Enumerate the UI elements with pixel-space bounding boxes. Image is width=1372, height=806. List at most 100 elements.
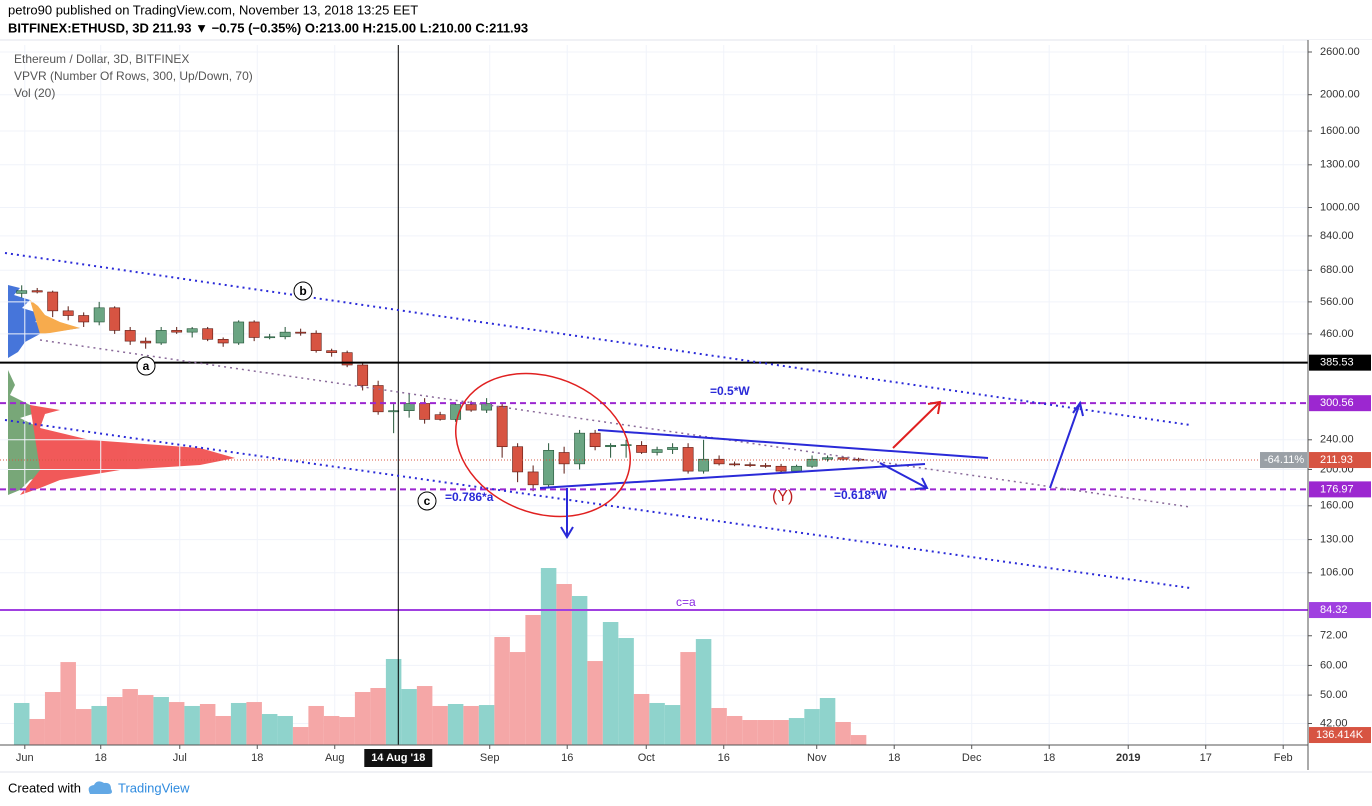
y-tick-label: 130.00: [1320, 533, 1354, 545]
volume-bar: [432, 705, 448, 745]
x-tick-label: 18: [888, 752, 900, 764]
candle-body: [341, 352, 353, 366]
candle-body: [109, 307, 121, 331]
annotation: c=a: [676, 595, 696, 609]
volume-bar: [385, 658, 402, 745]
published-line: petro90 published on TradingView.com, No…: [8, 2, 418, 17]
y-tick-label: 1000.00: [1320, 201, 1360, 213]
candle-body: [713, 458, 725, 465]
volume-bar: [556, 584, 572, 745]
y-tick-label: 60.00: [1320, 659, 1348, 671]
volume-bar: [292, 727, 309, 745]
volume-bar: [742, 720, 758, 745]
volume-bar: [168, 702, 185, 745]
plot-area: [0, 45, 1308, 745]
volume-bar: [633, 693, 650, 745]
y-tick-label: 1300.00: [1320, 159, 1360, 171]
volume-bar: [804, 709, 820, 745]
volume-label: 136.414K: [1316, 729, 1364, 741]
volume-bar: [463, 705, 479, 745]
level-label: 84.32: [1320, 604, 1348, 616]
annotation: (Y): [772, 488, 793, 505]
candle-body: [78, 315, 90, 323]
volume-bar: [277, 715, 293, 745]
y-tick-label: 106.00: [1320, 567, 1354, 579]
volume-bar: [75, 709, 92, 745]
x-tick-label: Aug: [325, 752, 345, 764]
wave-circle: [417, 491, 437, 511]
crosshair-label-bg: [364, 749, 433, 767]
candle-body: [558, 452, 570, 465]
level-label-bg: [1309, 354, 1371, 371]
volume-bar: [587, 661, 603, 745]
footer-text: Created with: [8, 780, 81, 795]
candle-body: [605, 445, 617, 448]
annotation: c: [424, 494, 431, 508]
volume-bar: [137, 695, 154, 745]
y-tick-label: 2000.00: [1320, 89, 1360, 101]
candle-body: [496, 405, 508, 448]
candle-body: [124, 330, 136, 342]
candle-body: [279, 331, 291, 338]
legend-entry: VPVR (Number Of Rows, 300, Up/Down, 70): [14, 69, 253, 83]
candle-body: [62, 310, 74, 316]
candle-body: [729, 463, 741, 466]
logo: [88, 781, 112, 794]
level-label: 211.93: [1320, 454, 1353, 466]
candle-body: [310, 332, 322, 351]
annotation: =0.786*a: [445, 490, 494, 504]
channel-mid: [39, 339, 1191, 508]
level-label-bg: [1309, 602, 1371, 619]
candle-body: [16, 290, 28, 294]
arrow-down-blue: [879, 462, 929, 490]
candle-body: [620, 444, 632, 446]
volume-label-bg: [1309, 727, 1371, 744]
candle-body: [760, 465, 771, 467]
annotations: b a c =0.5*W =0.618*W =0.786*a (Y) c=a: [143, 284, 888, 609]
level-label-bg: [1309, 452, 1371, 469]
volume-bar: [757, 720, 774, 745]
volume-bar: [540, 568, 557, 745]
candle-body: [806, 458, 818, 467]
candle-body: [93, 307, 105, 323]
legend-entry: Vol (20): [14, 86, 55, 100]
volume-bar: [819, 698, 836, 745]
x-tick-label: Feb: [1274, 752, 1293, 764]
legend-entry: Ethereum / Dollar, 3D, BITFINEX: [14, 52, 189, 66]
x-tick-label: 2019: [1116, 752, 1140, 764]
x-tick-label: 16: [561, 752, 573, 764]
candle-body: [512, 446, 524, 473]
volume-bar: [850, 735, 867, 745]
candle-body: [372, 385, 384, 413]
volume-bar: [91, 705, 107, 745]
candle-body: [295, 331, 307, 334]
candle-body: [155, 330, 167, 344]
volume-bar: [416, 686, 433, 745]
volume-bar: [153, 696, 169, 745]
channel-lower: [4, 419, 1191, 589]
volume-profile: [8, 285, 235, 495]
candle-body: [636, 445, 648, 453]
x-tick-label: Jun: [16, 752, 34, 764]
volume-bar: [261, 714, 278, 745]
x-tick-label: 18: [1043, 752, 1055, 764]
candle-body: [698, 458, 710, 472]
candle-body: [667, 447, 679, 450]
volume-bar: [478, 705, 495, 745]
annotation: b: [299, 284, 306, 298]
volume-bar: [680, 652, 696, 745]
volume-bar: [122, 689, 138, 745]
candle-body: [527, 471, 539, 486]
volume-bar: [230, 702, 247, 745]
candle-body: [31, 290, 43, 293]
quote-line: BITFINEX:ETHUSD, 3D 211.93 ▼ −0.75 (−0.3…: [8, 20, 528, 35]
volume-bar: [60, 662, 76, 745]
footer-brand[interactable]: TradingView: [118, 780, 190, 795]
axes: 2600.00 2000.00 1600.00 1300.00 1000.00 840.0…: [16, 46, 1371, 767]
x-tick-label: 18: [251, 752, 263, 764]
volume-bar: [525, 614, 541, 745]
arrow-up-red: [892, 400, 942, 449]
level-label: 300.56: [1320, 397, 1354, 409]
volume-bar: [788, 718, 805, 745]
ellipse: [455, 372, 631, 518]
